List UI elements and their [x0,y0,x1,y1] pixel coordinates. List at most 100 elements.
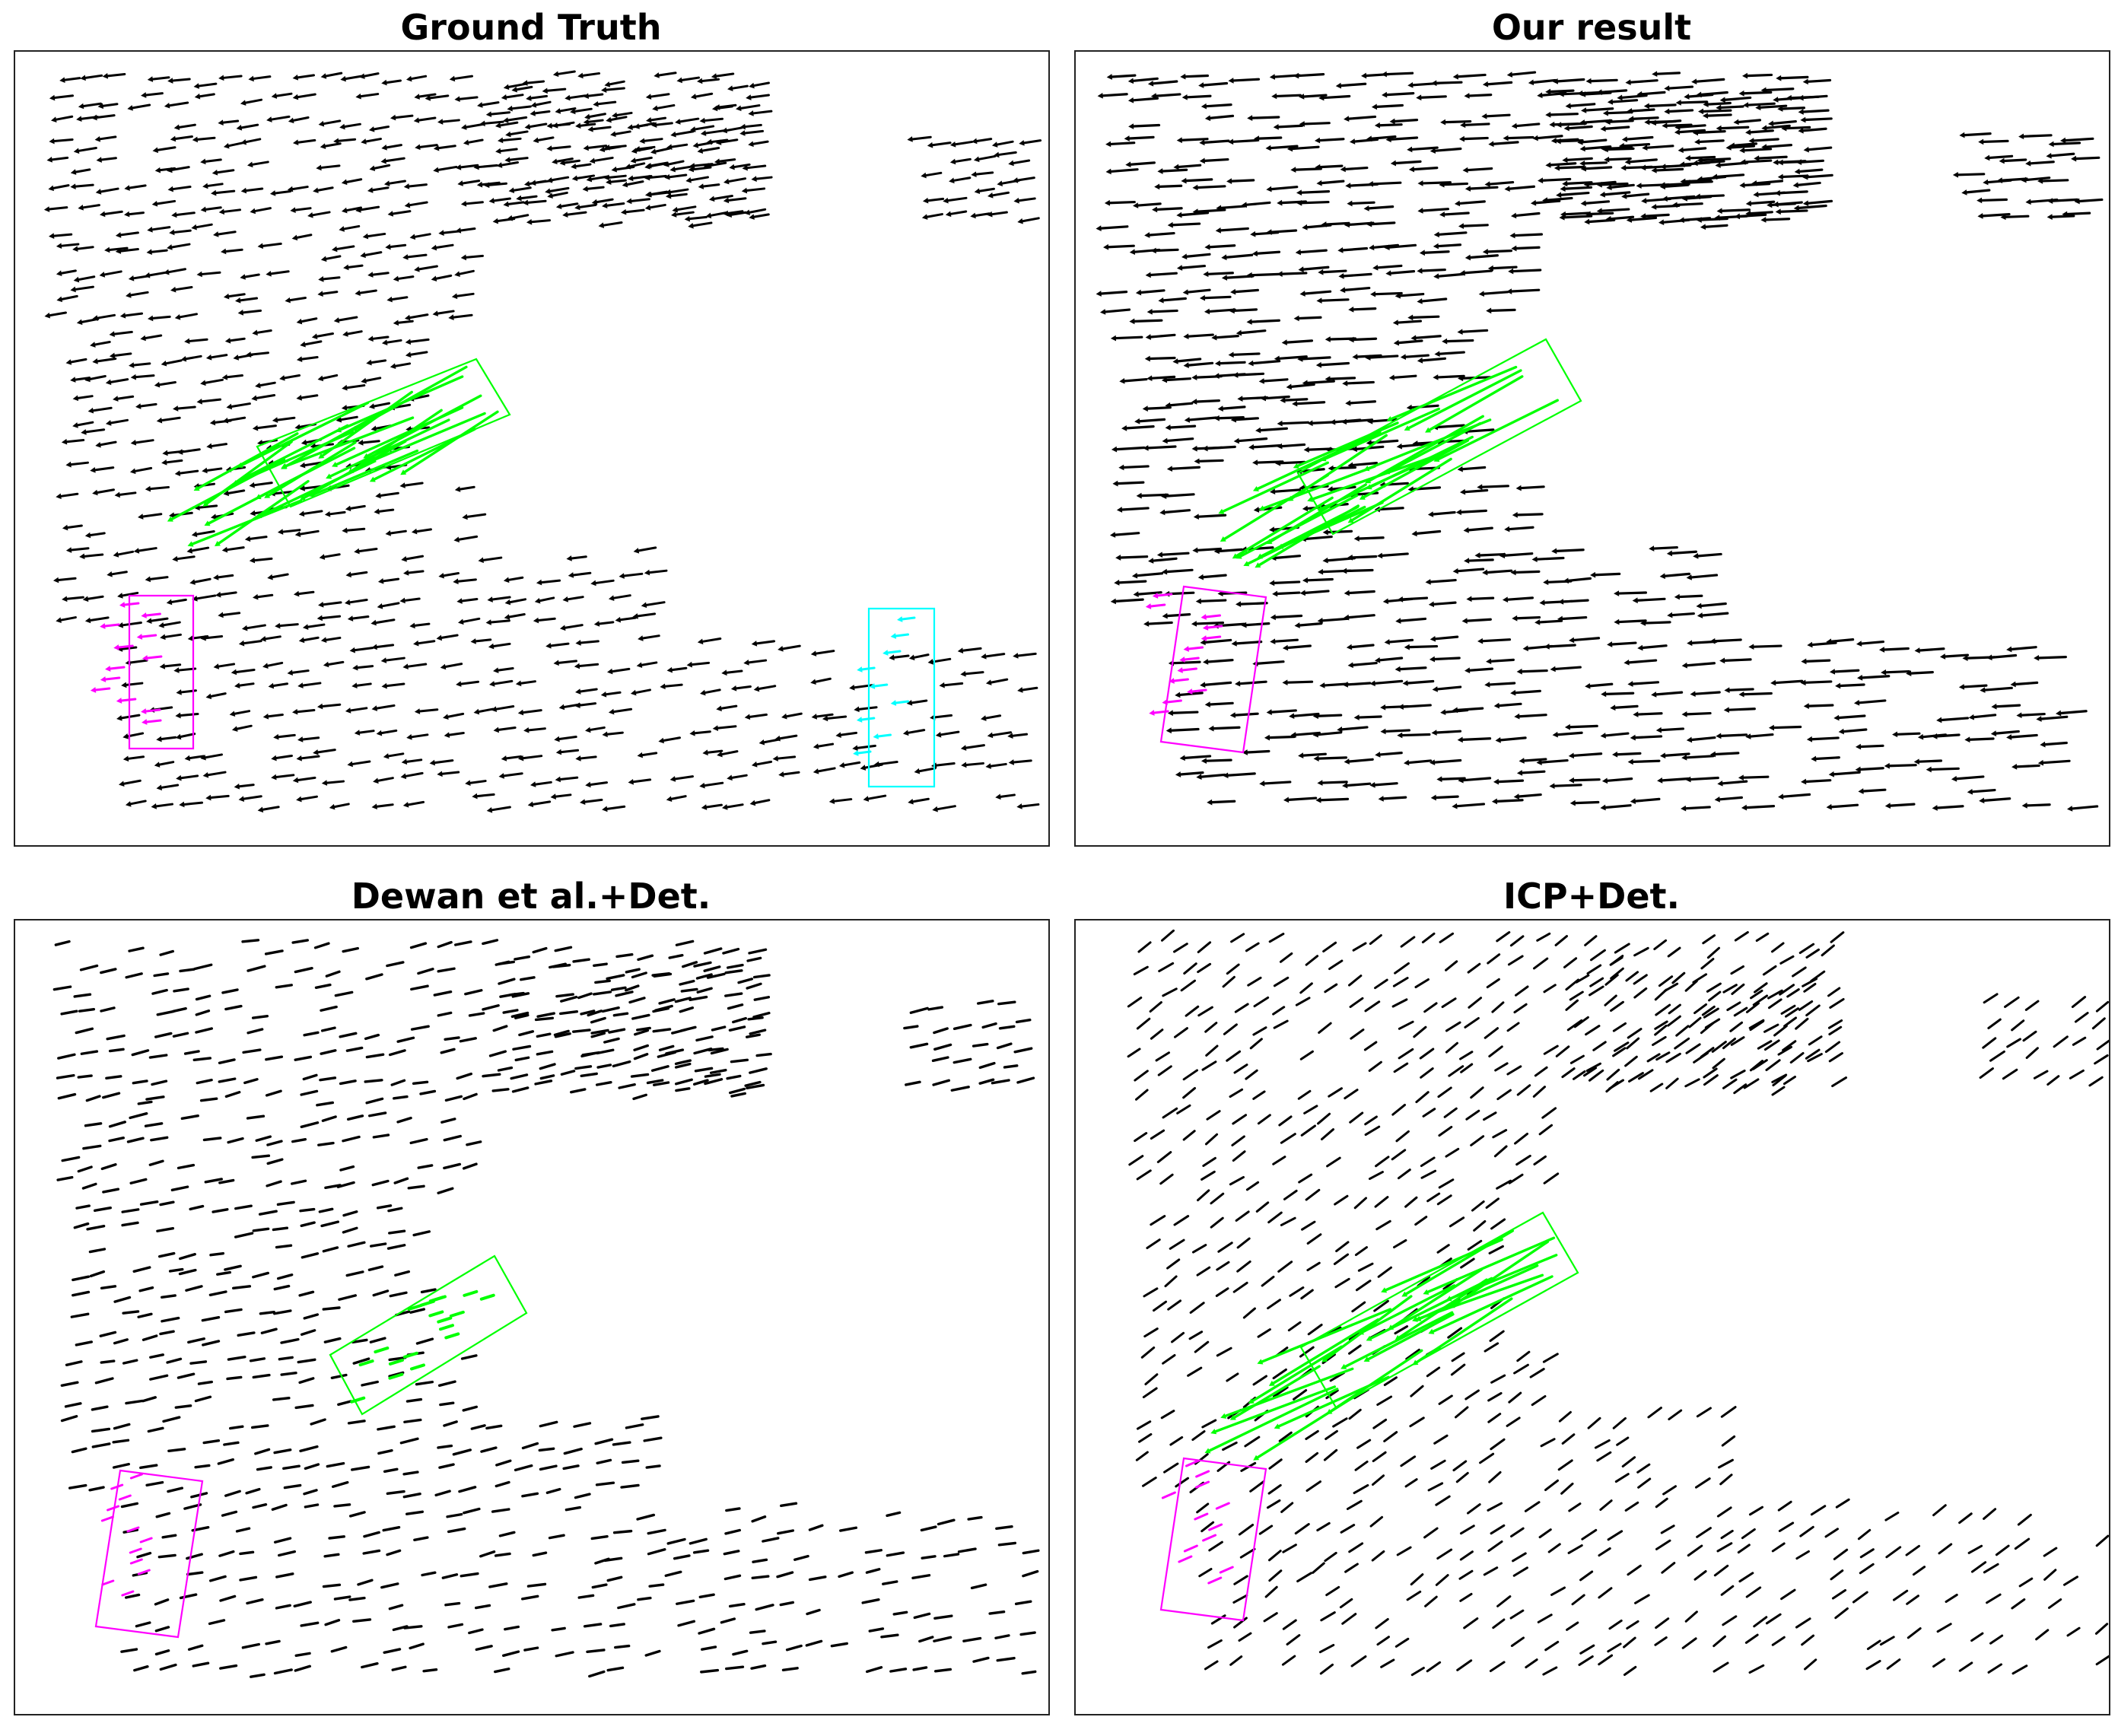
flow-vector [666,1537,686,1545]
flow-vector [358,440,380,446]
flow-vector [1021,1670,1037,1675]
flow-vector [1596,181,1629,188]
flow-vector [237,309,262,316]
flow-vector [231,724,253,732]
pedestrian-flow-vector [1195,1470,1210,1478]
flow-vector [1632,597,1666,604]
flow-vector [377,577,400,584]
flow-vector [1202,445,1236,452]
flow-vector [318,276,341,282]
flow-vector [1509,1609,1525,1620]
flow-vector [1674,593,1703,600]
flow-vector [433,165,458,173]
flow-vector [1306,1261,1321,1272]
flow-vector [192,1661,210,1668]
flow-vector [1374,657,1404,663]
flow-vector [320,1026,336,1032]
flow-vector [1855,743,1884,750]
flow-vector [643,1436,663,1442]
flow-vector [1238,1523,1255,1536]
flow-vector [665,192,688,199]
flow-vector [493,727,517,733]
flow-vector [997,1541,1017,1547]
flow-vector [1335,82,1367,89]
flow-vector [1542,1353,1559,1363]
flow-vector [129,362,151,368]
flow-vector [1569,990,1584,1001]
flow-vector [1115,555,1149,561]
flow-vector [64,1402,82,1408]
flow-vector [1556,191,1590,199]
flow-vector [1226,1372,1239,1382]
flow-vector [1531,1394,1547,1407]
flow-vector [1982,1037,1997,1049]
flow-vector [1165,402,1194,409]
flow-vector [154,1032,173,1038]
flow-vector [243,1078,259,1085]
flow-vector [495,1459,512,1467]
flow-vector [137,1100,153,1105]
flow-vector [706,138,729,145]
flow-vector [1430,1459,1446,1470]
flow-vector [1455,509,1487,516]
flow-vector [666,795,687,803]
flow-vector [70,183,94,190]
flow-vector [1493,1145,1508,1158]
flow-vector [1681,662,1716,669]
flow-vector [2011,1664,2028,1675]
flow-vector [1771,1636,1786,1646]
flow-vector [1467,1239,1483,1251]
flow-vector [1538,177,1572,184]
flow-vector [1811,755,1840,762]
flow-vector [1757,1040,1773,1050]
flow-vector [1337,726,1369,733]
flow-vector [383,1467,399,1474]
flow-vector [249,482,273,488]
flow-vector [1410,335,1442,342]
flow-vector [1585,682,1614,689]
flow-vector [1283,1189,1298,1200]
flow-vector [175,712,199,719]
flow-vector [1201,1170,1216,1181]
flow-vector [548,1534,565,1540]
flow-vector [1440,119,1472,126]
flow-vector [1765,1613,1782,1625]
flow-vector [727,1003,744,1010]
flow-vector [1675,100,1709,106]
flow-vector [615,953,634,959]
flow-vector [727,84,749,91]
flow-vector [59,77,81,83]
flow-vector [404,201,428,208]
flow-vector [727,774,748,781]
flow-vector [205,794,230,801]
flow-vector [354,730,375,736]
flow-vector [1569,637,1601,644]
flow-vector [1252,1375,1267,1386]
flow-vector [294,966,313,974]
flow-vector [260,1327,278,1334]
flow-vector [1340,286,1371,294]
flow-vector [119,312,144,319]
flow-vector [297,682,322,688]
flow-vector [174,1404,192,1409]
flow-vector [345,504,366,512]
flow-vector [1560,186,1593,192]
flow-vector [1196,1266,1211,1277]
flow-vector [377,602,400,609]
flow-vector [1493,702,1522,709]
flow-vector [1795,1617,1811,1629]
flow-vector [304,1503,320,1509]
flow-vector [484,182,507,189]
flow-vector [593,962,608,968]
flow-vector [1487,265,1518,272]
flow-vector [564,1505,582,1512]
flow-vector [502,1009,519,1014]
flow-vector [1099,308,1131,315]
flow-vector [452,1448,472,1456]
flow-vector [1342,682,1372,688]
flow-vector [526,1582,547,1588]
flow-vector [1200,681,1232,688]
flow-vector [1720,1585,1735,1596]
flow-vector [1470,1135,1485,1146]
pedestrian-flow-vector [1201,614,1221,620]
